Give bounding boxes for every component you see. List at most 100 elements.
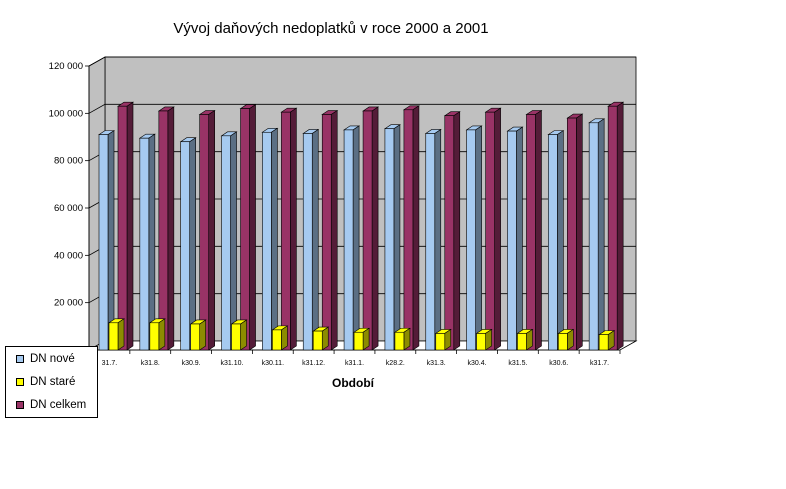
y-tick-label: 80 000 (54, 156, 83, 167)
bar-dn-celkem-side (535, 109, 542, 351)
bar-dn-stare (476, 333, 486, 351)
bar-dn-celkem (362, 110, 373, 351)
bar-dn-stare (272, 329, 282, 351)
bar-dn-nove (466, 129, 476, 351)
bar-dn-nove (302, 133, 313, 351)
x-tick-label: k31.12. (302, 360, 325, 367)
bar-dn-celkem (567, 117, 577, 351)
bar-dn-nove (221, 135, 231, 351)
bar-dn-stare (598, 334, 609, 351)
bar-dn-nove (98, 134, 109, 351)
bar-dn-stare-side (444, 328, 452, 351)
bar-dn-stare-side (567, 328, 574, 351)
bar-dn-celkem-side (167, 106, 175, 351)
legend-label-dn-nove: DN nové (30, 353, 75, 365)
x-tick-label: k30.6. (549, 360, 568, 367)
bar-dn-celkem (444, 115, 455, 351)
bar-dn-celkem (117, 105, 128, 351)
x-tick-label: k30.9. (182, 360, 201, 367)
gridline (88, 103, 636, 114)
bar-dn-celkem-side (290, 107, 297, 351)
bar-dn-celkem (607, 105, 618, 351)
bar-dn-nove-side (434, 128, 442, 351)
bar-dn-nove-side (352, 125, 360, 351)
bar-dn-stare-side (281, 325, 288, 351)
legend-swatch-dn-stare (16, 378, 24, 386)
bar-dn-stare-side (199, 319, 206, 351)
bar-dn-celkem (281, 111, 291, 351)
legend-item-dn-celkem: DN celkem (16, 398, 86, 412)
bar-dn-nove-side (230, 131, 237, 351)
x-tick-label: k31.1. (345, 360, 364, 367)
bar-dn-nove (180, 141, 190, 351)
bar-dn-nove-side (189, 137, 196, 351)
bar-dn-stare-side (526, 328, 533, 351)
bar-dn-celkem-side (412, 105, 420, 351)
legend-label-dn-stare: DN staré (30, 376, 76, 388)
x-tick-label: 31.7. (102, 360, 118, 367)
bar-dn-celkem-side (249, 104, 256, 351)
bar-dn-stare-side (321, 326, 329, 351)
x-axis-label: Období (332, 376, 375, 390)
x-tick-label: k31.5. (508, 360, 527, 367)
bar-dn-stare (149, 322, 160, 351)
bar-dn-celkem-side (576, 113, 583, 351)
bar-dn-celkem-side (616, 101, 624, 351)
bar-dn-celkem-side (208, 109, 215, 351)
y-tick-label: 40 000 (54, 250, 83, 261)
bar-dn-stare (231, 323, 241, 351)
bar-dn-celkem-side (453, 111, 461, 351)
bar-dn-nove (384, 128, 395, 351)
bar-dn-nove-side (597, 118, 605, 351)
bar-dn-celkem (158, 110, 169, 351)
bar-dn-nove-side (557, 130, 564, 351)
bar-dn-celkem (485, 111, 495, 351)
chart-title: Vývoj daňových nedoplatků v roce 2000 a … (173, 20, 488, 37)
bar-dn-stare-side (485, 328, 492, 351)
bar-dn-stare (517, 333, 527, 351)
bar-dn-nove (262, 131, 272, 351)
legend-item-dn-nove: DN nové (16, 352, 75, 366)
bar-dn-celkem (240, 108, 250, 351)
bar-dn-celkem-side (494, 107, 501, 351)
legend-item-dn-stare: DN staré (16, 375, 75, 389)
bar-dn-celkem (403, 109, 414, 351)
bar-dn-nove (139, 137, 150, 351)
bar-dn-nove-side (393, 124, 401, 351)
bar-dn-nove-side (148, 133, 156, 351)
bar-dn-stare (353, 331, 364, 351)
y-tick-label: 60 000 (54, 203, 83, 214)
gridline (88, 56, 636, 67)
bar-dn-celkem (199, 114, 209, 351)
bar-dn-nove-side (475, 125, 482, 351)
bar-dn-stare (190, 323, 200, 351)
legend-swatch-dn-celkem (16, 401, 24, 409)
bar-dn-stare-side (362, 327, 370, 351)
bar-dn-stare-side (158, 318, 166, 351)
x-tick-label: k28.2. (386, 360, 405, 367)
y-tick-label: 120 000 (49, 61, 83, 72)
bar-dn-celkem (526, 114, 536, 351)
bar-dn-celkem-side (126, 101, 134, 351)
y-tick-label: 20 000 (54, 298, 83, 309)
bar-dn-nove-side (107, 130, 115, 351)
x-tick-label: k31.3. (427, 360, 446, 367)
bar-dn-stare (312, 330, 323, 351)
legend-label-dn-celkem: DN celkem (30, 399, 87, 411)
bar-dn-nove-side (271, 127, 278, 351)
bar-dn-celkem-side (330, 109, 338, 351)
plot-area: 20 000 40 000 60 000 80 000 100 000 120 000 31… (49, 56, 638, 367)
x-tick-label: k30.4. (467, 360, 486, 367)
x-tick-label: k30.11. (262, 360, 284, 367)
bar-dn-nove (548, 134, 558, 351)
x-tick-label: k31.8. (141, 360, 160, 367)
x-tick-label: k31.10. (220, 360, 243, 367)
bar-dn-stare-side (117, 318, 125, 351)
y-tick-label: 100 000 (49, 108, 83, 119)
bar-dn-celkem-side (371, 106, 379, 351)
bar-dn-celkem (321, 114, 332, 351)
bar-dn-stare (558, 333, 568, 351)
bar-dn-stare-side (240, 319, 247, 351)
bar-dn-stare-side (403, 327, 411, 351)
